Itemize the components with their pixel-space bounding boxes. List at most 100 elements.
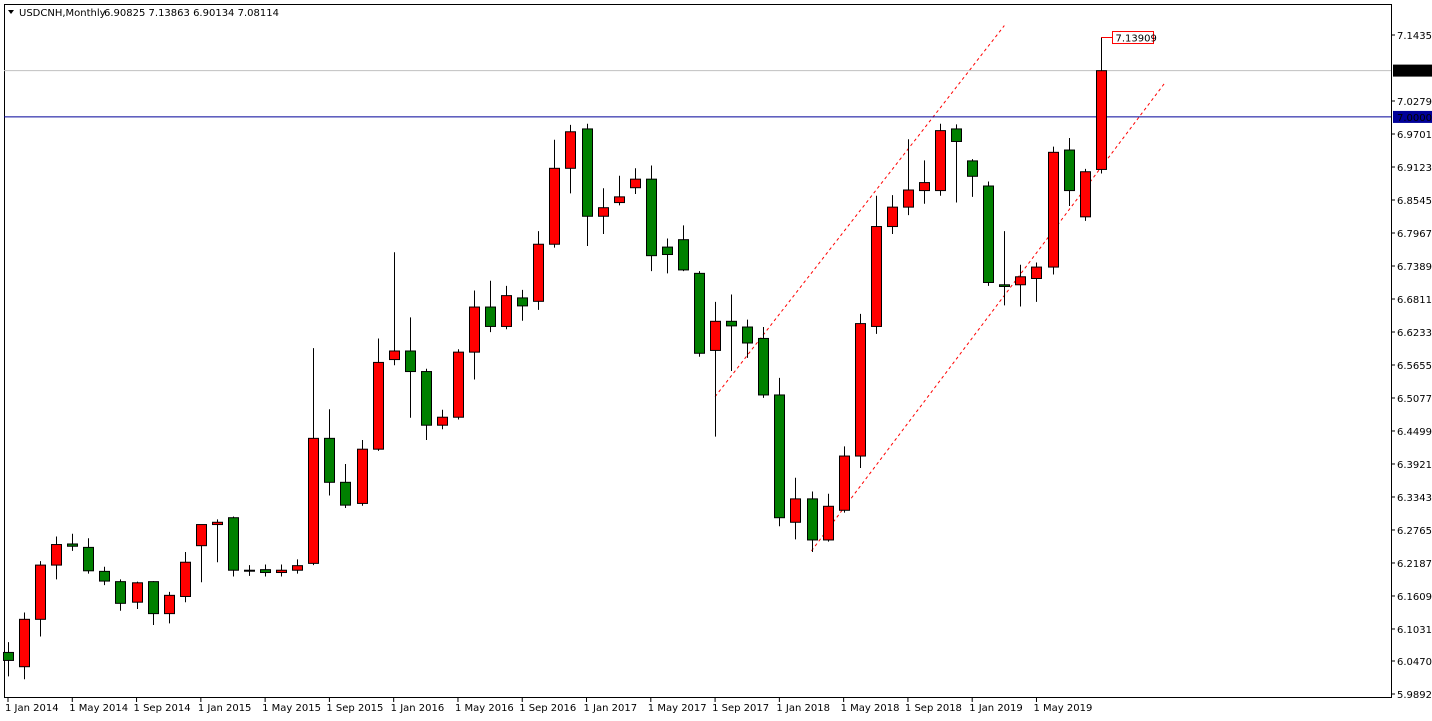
price-axis: 7.14350 7.02790 6.97010 6.91230 6.85450 6.796… [1391, 31, 1432, 701]
symbol-timeframe-label: USDCNH,Monthly [19, 8, 106, 19]
candle-body-up [51, 544, 62, 566]
price-tick-label: 6.16090 [1397, 592, 1432, 603]
time-tick-label: 1 Sep 2018 [905, 703, 962, 714]
candle-body-down [582, 128, 593, 217]
candle-body-up [180, 561, 191, 597]
price-tick-label: 6.91230 [1397, 163, 1432, 174]
price-tick-label: 7.14350 [1397, 31, 1432, 42]
candle-body-up [164, 594, 175, 615]
candle-body-down [485, 306, 496, 327]
candle-body-up [887, 206, 898, 228]
time-tick-label: 1 May 2019 [1033, 703, 1092, 714]
level-price-tag-label: 7.00000 [1397, 113, 1432, 124]
current-price-tag [1393, 64, 1432, 77]
time-tick-label: 1 Sep 2015 [326, 703, 383, 714]
candle-body-down [758, 337, 769, 396]
candle-body-down [244, 569, 255, 572]
candle-body-up [1031, 266, 1042, 279]
candle-body-up [292, 565, 303, 571]
price-tick-label: 6.56550 [1397, 361, 1432, 372]
candle-body-up [276, 569, 287, 574]
current-price-tag-label: 7.08114 [1397, 67, 1432, 78]
candle-body-down [421, 371, 432, 426]
time-tick-label: 1 Jan 2014 [5, 703, 59, 714]
ohlc-values-label: 6.90825 7.13863 6.90134 7.08114 [104, 8, 279, 19]
time-axis: 1 Jan 2014 1 May 2014 1 Sep 2014 1 Jan 2015… [5, 698, 1092, 714]
candle-body-up [549, 167, 560, 245]
candle-body-down [807, 498, 818, 541]
price-tick-label: 6.97010 [1397, 130, 1432, 141]
candle-body-up [35, 564, 46, 620]
high-annotation-label: 7.13909 [1116, 34, 1157, 45]
time-tick-label: 1 Jan 2015 [198, 703, 252, 714]
candle-body-down [83, 546, 94, 572]
candle-body-up [212, 521, 223, 526]
candle-body-up [1096, 70, 1107, 170]
candle-body-down [742, 326, 753, 344]
candle-body-down [260, 569, 271, 574]
candle-body-up [357, 448, 368, 504]
time-tick-label: 1 Jan 2017 [584, 703, 638, 714]
dropdown-triangle-icon[interactable] [8, 10, 14, 14]
chart-header: USDCNH,Monthly 6.90825 7.13863 6.90134 7… [8, 8, 279, 19]
candle-body-down [967, 160, 978, 177]
price-tick-label: 6.21870 [1397, 559, 1432, 570]
price-tick-label: 6.04700 [1397, 657, 1432, 668]
price-tick-label: 5.98920 [1397, 690, 1432, 701]
candle-body-down [999, 284, 1010, 287]
candle-body-up [855, 323, 866, 457]
candle-body-up [1015, 276, 1026, 286]
candle-body-down [148, 581, 159, 615]
candle-body-down [67, 543, 78, 547]
candle-body-down [228, 517, 239, 571]
candle-body-up [919, 182, 930, 192]
time-tick-label: 1 Jan 2018 [776, 703, 830, 714]
candle-body-up [598, 207, 609, 217]
candle-body-down [678, 239, 689, 271]
candle-body-up [839, 455, 850, 511]
candle-body-down [646, 178, 657, 257]
candle-body-up [1080, 171, 1091, 218]
candle-body-up [19, 618, 30, 668]
candle-body-down [405, 350, 416, 373]
candles [3, 37, 1107, 680]
candle-body-up [710, 320, 721, 351]
time-tick-label: 1 Jan 2016 [391, 703, 445, 714]
time-tick-label: 1 May 2014 [69, 703, 128, 714]
candle-body-down [662, 246, 673, 256]
candle-body-up [533, 243, 544, 302]
price-tags: 7.08114 7.00000 7.13909 [1101, 31, 1432, 124]
candle-body-down [1064, 149, 1075, 192]
time-tick-label: 1 Jan 2019 [969, 703, 1023, 714]
price-tick-label: 6.68110 [1397, 295, 1432, 306]
candle-body-down [340, 481, 351, 506]
candle-body-up [453, 351, 464, 418]
price-tick-label: 6.85450 [1397, 196, 1432, 207]
time-tick-label: 1 Sep 2017 [712, 703, 769, 714]
candle-body-up [437, 416, 448, 426]
price-tick-label: 6.33430 [1397, 493, 1432, 504]
candle-body-up [565, 131, 576, 169]
price-tick-label: 6.27650 [1397, 526, 1432, 537]
time-tick-label: 1 May 2016 [455, 703, 514, 714]
candle-body-up [308, 437, 319, 564]
channel-line-2 [811, 82, 1166, 552]
candle-body-up [871, 226, 882, 327]
price-tick-label: 6.50770 [1397, 394, 1432, 405]
price-tick-label: 7.02790 [1397, 97, 1432, 108]
candle-body-up [469, 306, 480, 353]
candle-body-down [774, 394, 785, 519]
candle-body-down [951, 128, 962, 142]
candle-body-up [373, 361, 384, 450]
price-tick-label: 6.79670 [1397, 229, 1432, 240]
price-tick-label: 6.44990 [1397, 427, 1432, 438]
candle-body-down [726, 320, 737, 327]
candle-body-down [983, 185, 994, 283]
price-tick-label: 6.39210 [1397, 460, 1432, 471]
time-tick-label: 1 Sep 2014 [134, 703, 191, 714]
time-tick-label: 1 May 2018 [841, 703, 900, 714]
price-levels [4, 70, 1391, 118]
candle-body-down [694, 272, 705, 354]
candle-body-up [389, 350, 400, 361]
